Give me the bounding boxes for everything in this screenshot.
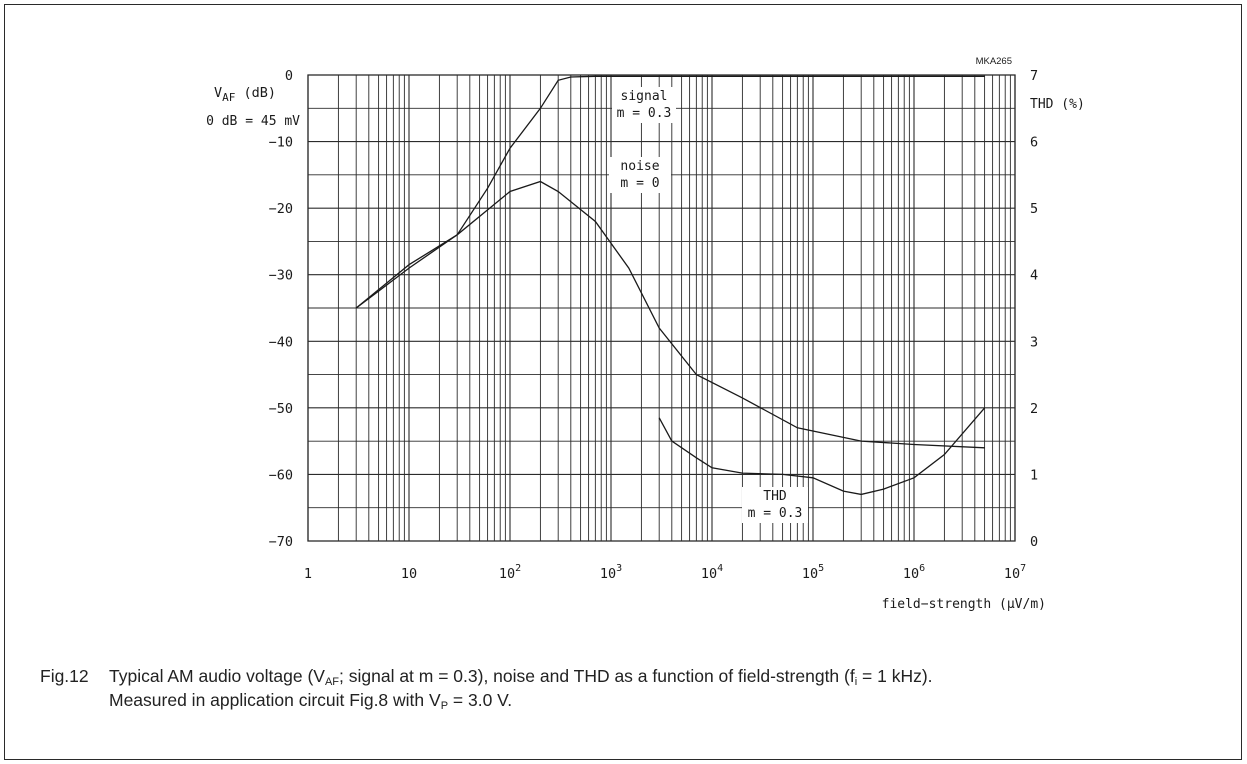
y-tick-label: −30 [269,268,293,284]
y2-tick-label: 5 [1030,201,1038,217]
y2-tick-label: 4 [1030,268,1038,284]
x-tick-label: 106 [903,563,925,582]
y2-axis-label: THD (%) [1030,97,1085,112]
figure-tag: MKA265 [976,56,1012,67]
y-tick-label: 0 [285,68,293,84]
caption-text-2a: Measured in application circuit Fig.8 wi… [109,690,441,710]
x-tick-base: 1 [304,566,312,582]
major-grid [307,74,1016,542]
x-tick-base: 10 [600,566,616,582]
x-tick-base: 10 [1004,566,1020,582]
y2-tick-label: 3 [1030,334,1038,350]
caption-text-2b: = 3.0 V. [448,690,513,710]
x-tick-base: 10 [499,566,515,582]
series-label-bg-noise [609,157,671,193]
x-tick-base: 10 [903,566,919,582]
x-tick-exponent: 4 [717,563,723,574]
series-label-bg-thd [742,487,808,523]
series-labels: signal m = 0.3 noise m = 0 THD m = 0.3 [609,87,808,523]
y-tick-label: −40 [269,334,293,350]
caption-text-1b: ; signal at m = 0.3), noise and THD as a… [339,666,855,686]
x-tick-label: 104 [701,563,723,582]
x-tick-label: 102 [499,563,521,582]
x-tick-base: 10 [701,566,717,582]
y2-tick-label: 6 [1030,135,1038,151]
y-tick-label: −50 [269,401,293,417]
y-tick-label: −70 [269,534,293,550]
y-axis-label-main: V [214,85,222,101]
x-axis-label: field−strength (μV/m) [882,597,1046,612]
caption-text-1c: = 1 kHz). [857,666,933,686]
x-tick-label: 107 [1004,563,1026,582]
figure-frame [4,4,1242,760]
x-tick-exponent: 7 [1020,563,1026,574]
series-label-signal-line: signal [621,89,668,104]
series-label-thd-line: m = 0.3 [748,506,803,521]
series-label-signal-line: m = 0.3 [617,106,672,121]
series-line-thd [658,407,986,496]
series-label-thd-line: THD [763,489,787,504]
y-tick-label: −20 [269,201,293,217]
x-tick-label: 103 [600,563,622,582]
y-axis-label-unit: (dB) [235,85,276,101]
figure-caption: Fig.12 Typical AM audio voltage (VAF; sig… [40,664,933,712]
series-line-noise [355,180,985,449]
series-label-bg-signal [612,87,676,123]
x-tick-base: 10 [401,566,417,582]
y-axis-label-sub: AF [222,91,235,104]
plot-border [307,74,1016,542]
x-tick-label: 1 [304,566,312,582]
x-tick-base: 10 [802,566,818,582]
y-axis-label: VAF (dB) [214,85,276,104]
x-tick-exponent: 3 [616,563,622,574]
x-tick-exponent: 6 [919,563,925,574]
x-tick-exponent: 5 [818,563,824,574]
series-lines [355,75,986,496]
y-tick-label: −10 [269,135,293,151]
y2-tick-label: 1 [1030,467,1038,483]
figure-number: Fig.12 [40,666,89,686]
caption-text-1a: Typical AM audio voltage (V [109,666,325,686]
caption-sub-af: AF [324,676,340,688]
series-label-noise-line: m = 0 [620,176,659,191]
y-axis-reference-note: 0 dB = 45 mV [206,114,300,129]
y2-tick-label: 7 [1030,68,1038,84]
x-tick-exponent: 2 [515,563,521,574]
caption-sub-i: i [854,676,858,688]
caption-line-1: Fig.12 Typical AM audio voltage (VAF; sig… [40,664,933,688]
y-tick-label: −60 [269,467,293,483]
x-tick-label: 105 [802,563,824,582]
y2-tick-label: 0 [1030,534,1038,550]
series-label-noise-line: noise [620,159,659,174]
caption-sub-p: P [440,700,449,712]
caption-line-2: Measured in application circuit Fig.8 wi… [40,688,933,712]
y2-tick-label: 2 [1030,401,1038,417]
x-tick-label: 10 [401,566,417,582]
